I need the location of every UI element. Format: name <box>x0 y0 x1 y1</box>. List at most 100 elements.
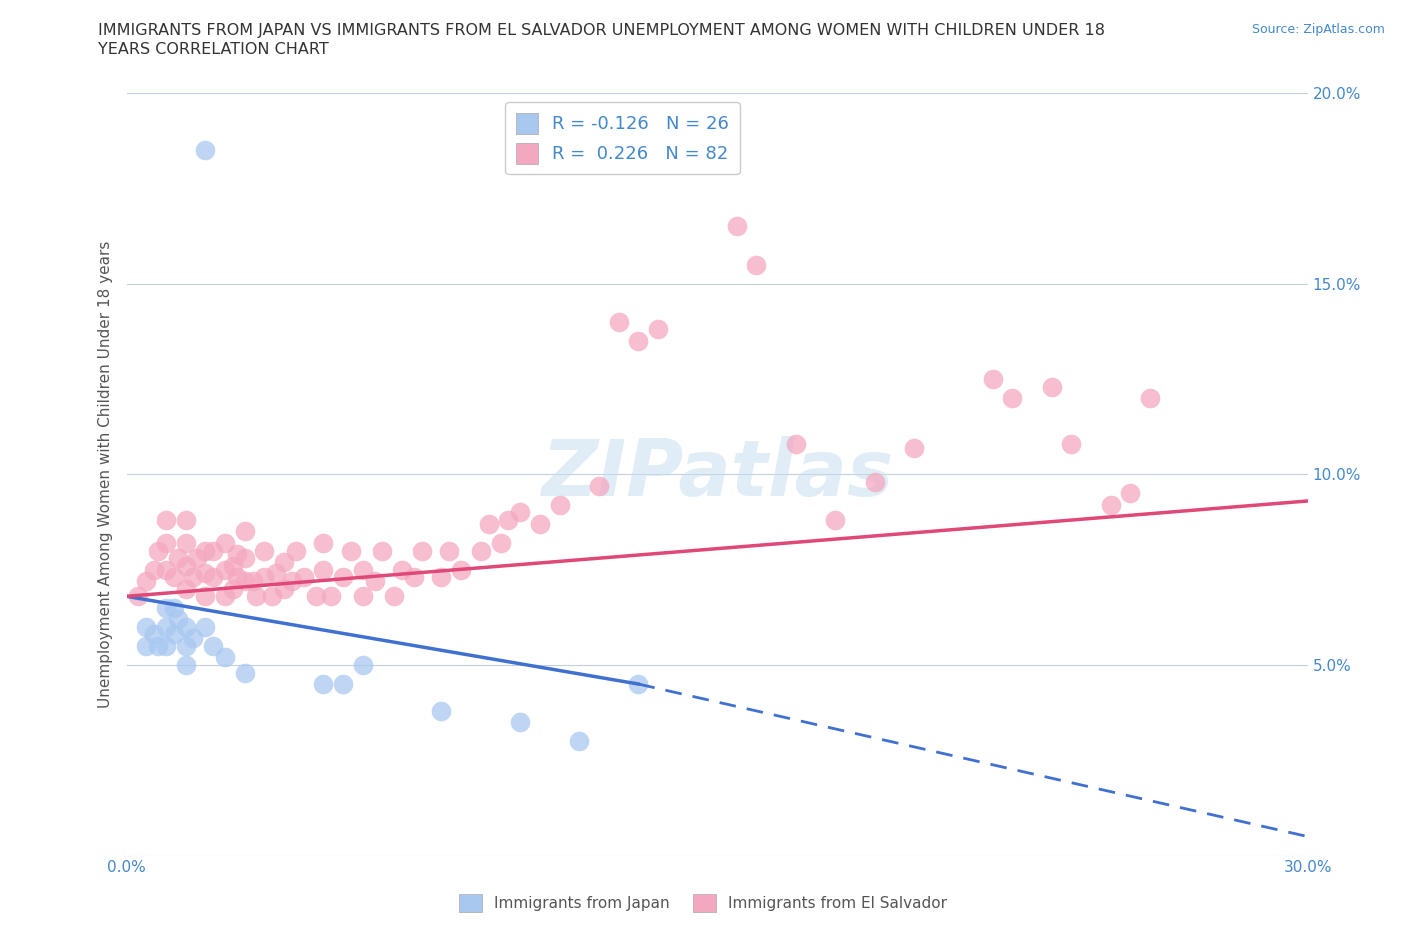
Point <box>143 562 166 577</box>
Point <box>225 570 247 585</box>
Point <box>509 505 531 520</box>
Point <box>155 536 177 551</box>
Point <box>321 589 343 604</box>
Point <box>202 639 225 654</box>
Point <box>588 478 610 493</box>
Point <box>863 474 886 489</box>
Point <box>1060 436 1083 451</box>
Point <box>233 665 256 680</box>
Point <box>222 581 245 596</box>
Point <box>127 589 149 604</box>
Point <box>340 543 363 558</box>
Legend: Immigrants from Japan, Immigrants from El Salvador: Immigrants from Japan, Immigrants from E… <box>453 888 953 918</box>
Point <box>363 574 385 589</box>
Point <box>222 558 245 573</box>
Point <box>174 658 197 672</box>
Point <box>647 322 669 337</box>
Point <box>202 543 225 558</box>
Point <box>163 570 186 585</box>
Point <box>548 498 571 512</box>
Point <box>155 619 177 634</box>
Point <box>1139 391 1161 405</box>
Point <box>352 589 374 604</box>
Point <box>135 574 157 589</box>
Point <box>155 562 177 577</box>
Point <box>214 589 236 604</box>
Point <box>304 589 326 604</box>
Point <box>981 371 1004 387</box>
Point <box>273 554 295 569</box>
Point <box>166 612 188 627</box>
Point <box>568 734 591 749</box>
Point <box>332 570 354 585</box>
Point <box>183 570 205 585</box>
Point <box>371 543 394 558</box>
Point <box>312 677 335 692</box>
Point <box>174 639 197 654</box>
Point <box>262 589 284 604</box>
Point <box>135 619 157 634</box>
Point <box>439 543 461 558</box>
Point <box>478 516 501 531</box>
Point <box>174 581 197 596</box>
Point <box>312 536 335 551</box>
Point <box>253 543 276 558</box>
Point <box>430 703 453 718</box>
Text: Source: ZipAtlas.com: Source: ZipAtlas.com <box>1251 23 1385 36</box>
Point <box>214 536 236 551</box>
Point <box>281 574 304 589</box>
Point <box>607 314 630 329</box>
Point <box>498 512 520 527</box>
Point <box>155 639 177 654</box>
Point <box>402 570 425 585</box>
Text: ZIPatlas: ZIPatlas <box>541 436 893 512</box>
Point <box>146 639 169 654</box>
Point <box>332 677 354 692</box>
Point <box>509 714 531 729</box>
Point <box>214 650 236 665</box>
Point <box>903 440 925 455</box>
Point <box>745 258 768 272</box>
Point <box>352 658 374 672</box>
Point <box>1001 391 1024 405</box>
Point <box>202 570 225 585</box>
Point <box>725 219 748 233</box>
Point <box>233 525 256 539</box>
Point <box>824 512 846 527</box>
Point <box>214 562 236 577</box>
Point <box>627 334 650 349</box>
Point <box>163 627 186 642</box>
Point <box>225 547 247 562</box>
Point <box>155 601 177 616</box>
Point <box>411 543 433 558</box>
Text: YEARS CORRELATION CHART: YEARS CORRELATION CHART <box>98 42 329 57</box>
Point <box>174 558 197 573</box>
Point <box>382 589 405 604</box>
Point <box>135 639 157 654</box>
Point <box>174 512 197 527</box>
Point <box>284 543 307 558</box>
Point <box>233 574 256 589</box>
Point <box>312 562 335 577</box>
Point <box>292 570 315 585</box>
Point <box>785 436 807 451</box>
Point <box>1040 379 1063 394</box>
Point <box>1119 485 1142 500</box>
Point <box>242 574 264 589</box>
Point <box>194 619 217 634</box>
Point <box>245 589 267 604</box>
Point <box>233 551 256 565</box>
Point <box>627 677 650 692</box>
Point <box>489 536 512 551</box>
Point <box>264 566 287 581</box>
Point <box>194 142 217 157</box>
Point <box>143 627 166 642</box>
Point <box>155 512 177 527</box>
Point <box>352 562 374 577</box>
Point <box>174 619 197 634</box>
Point <box>166 551 188 565</box>
Point <box>194 589 217 604</box>
Point <box>430 570 453 585</box>
Point <box>529 516 551 531</box>
Point <box>470 543 492 558</box>
